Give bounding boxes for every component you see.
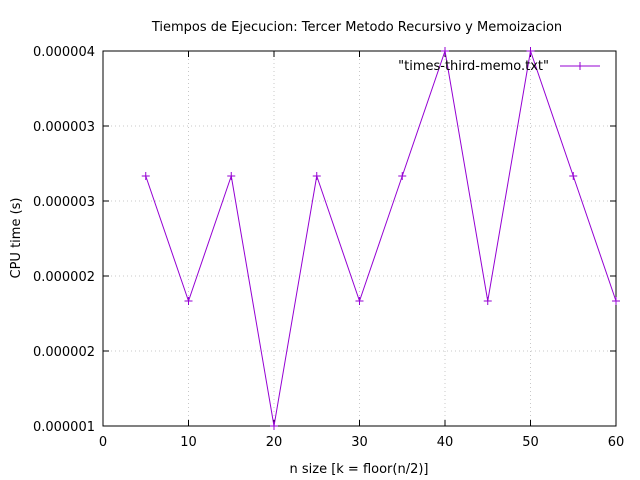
series-line xyxy=(145,50,617,427)
legend-label: "times-third-memo.txt" xyxy=(398,59,549,74)
data-point xyxy=(526,47,535,55)
data-point xyxy=(227,172,236,180)
legend: "times-third-memo.txt" xyxy=(398,59,600,74)
y-tick-label: 0.000002 xyxy=(33,345,95,360)
x-tick-label: 10 xyxy=(180,435,197,450)
data-point xyxy=(184,297,193,305)
y-tick-label: 0.000003 xyxy=(33,120,95,135)
data-point xyxy=(355,297,364,305)
x-tick-label: 40 xyxy=(437,435,454,450)
axis-ticks: 0 10 20 30 40 50 60 0.000001 0.000002 0.000002 0.0… xyxy=(33,45,624,450)
y-tick-label: 0.000003 xyxy=(33,195,95,210)
x-tick-label: 20 xyxy=(266,435,283,450)
data-point xyxy=(441,47,449,55)
x-tick-label: 0 xyxy=(99,435,107,450)
y-tick-label: 0.000002 xyxy=(33,270,95,285)
y-tick-label: 0.000004 xyxy=(33,45,95,60)
x-tick-label: 50 xyxy=(522,435,539,450)
series-layer xyxy=(141,47,620,430)
x-tick-label: 30 xyxy=(351,435,368,450)
data-point xyxy=(483,297,492,305)
chart-title: Tiempos de Ejecucion: Tercer Metodo Recu… xyxy=(151,20,562,35)
grid xyxy=(103,51,616,426)
data-point xyxy=(141,172,150,180)
x-axis-label: n size [k = floor(n/2)] xyxy=(289,462,428,477)
y-tick-label: 0.000001 xyxy=(33,420,95,435)
y-axis-label: CPU time (s) xyxy=(9,198,24,279)
x-tick-label: 60 xyxy=(608,435,625,450)
data-point xyxy=(569,172,578,180)
data-point xyxy=(312,172,321,180)
data-point xyxy=(270,422,278,430)
data-point xyxy=(398,172,407,180)
data-point xyxy=(612,297,620,305)
legend-marker xyxy=(576,62,584,70)
